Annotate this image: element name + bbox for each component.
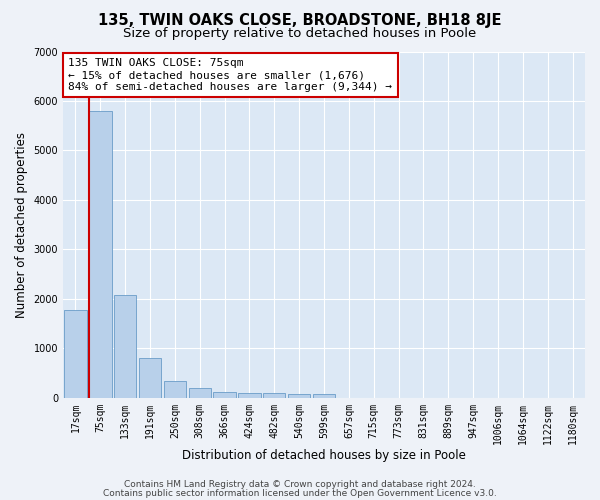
Bar	[164, 380, 186, 398]
Bar	[188, 388, 211, 398]
X-axis label: Distribution of detached houses by size in Poole: Distribution of detached houses by size …	[182, 450, 466, 462]
Text: 135 TWIN OAKS CLOSE: 75sqm
← 15% of detached houses are smaller (1,676)
84% of s: 135 TWIN OAKS CLOSE: 75sqm ← 15% of deta…	[68, 58, 392, 92]
Text: Contains HM Land Registry data © Crown copyright and database right 2024.: Contains HM Land Registry data © Crown c…	[124, 480, 476, 489]
Text: Size of property relative to detached houses in Poole: Size of property relative to detached ho…	[124, 28, 476, 40]
Y-axis label: Number of detached properties: Number of detached properties	[15, 132, 28, 318]
Bar	[64, 310, 86, 398]
Bar	[89, 111, 112, 398]
Bar	[238, 392, 260, 398]
Bar	[313, 394, 335, 398]
Bar	[288, 394, 310, 398]
Text: 135, TWIN OAKS CLOSE, BROADSTONE, BH18 8JE: 135, TWIN OAKS CLOSE, BROADSTONE, BH18 8…	[98, 12, 502, 28]
Bar	[114, 295, 136, 398]
Text: Contains public sector information licensed under the Open Government Licence v3: Contains public sector information licen…	[103, 488, 497, 498]
Bar	[263, 393, 286, 398]
Bar	[139, 358, 161, 398]
Bar	[214, 392, 236, 398]
